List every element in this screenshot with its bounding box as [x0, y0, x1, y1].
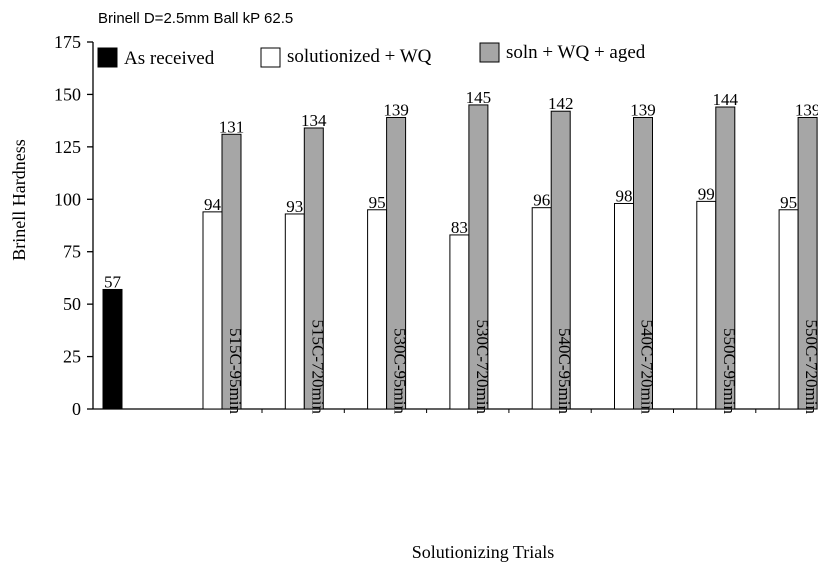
bar-solutionized — [531, 207, 552, 410]
data-label-solutionized: 94 — [204, 195, 222, 214]
x-tick-label: 540C-95min — [555, 328, 574, 414]
data-label-solutionized: 93 — [286, 197, 303, 216]
bar-as-received — [102, 288, 123, 410]
bar-solutionized — [778, 209, 799, 410]
data-label-aged: 139 — [795, 100, 818, 119]
bar-aged — [797, 116, 818, 410]
data-label-solutionized: 96 — [533, 191, 550, 210]
legend-swatch-solutionized — [260, 47, 281, 68]
data-label-solutionized: 98 — [616, 186, 633, 205]
legend-label-aged: soln + WQ + aged — [506, 42, 646, 63]
x-tick-label: 530C-95min — [391, 328, 410, 414]
bar-aged — [221, 133, 242, 410]
y-tick-label: 50 — [63, 294, 81, 314]
chart-title: Brinell D=2.5mm Ball kP 62.5 — [98, 10, 293, 27]
y-axis-label: Brinell Hardness — [9, 139, 29, 260]
bar-solutionized — [202, 211, 223, 410]
data-label-aged: 145 — [466, 88, 492, 107]
bar-aged — [303, 127, 324, 410]
y-tick-label: 0 — [72, 399, 81, 419]
data-label-aged: 131 — [219, 117, 245, 136]
legend-swatch-aged — [479, 42, 500, 63]
x-tick-label: 550C-720min — [802, 320, 818, 415]
data-label-aged: 142 — [548, 94, 574, 113]
data-label-aged: 139 — [383, 100, 409, 119]
bar-solutionized — [696, 200, 717, 410]
data-label-aged: 139 — [630, 100, 656, 119]
x-tick-label: 530C-720min — [473, 320, 492, 415]
bar-aged — [715, 106, 736, 410]
x-tick-label: 540C-720min — [638, 320, 657, 415]
bar-aged — [468, 104, 489, 410]
data-label-solutionized: 95 — [369, 193, 386, 212]
x-tick-label: 550C-95min — [720, 328, 739, 414]
x-axis-label: Solutionizing Trials — [412, 542, 555, 562]
legend: As received solutionized + WQ soln + WQ … — [97, 42, 646, 69]
bar-solutionized — [614, 202, 634, 410]
data-label-aged: 134 — [301, 111, 327, 130]
y-tick-label: 175 — [54, 32, 81, 52]
x-tick-label: 515C-95min — [226, 328, 245, 414]
data-label-aged: 144 — [713, 90, 739, 109]
y-tick-label: 25 — [63, 347, 81, 367]
y-tick-label: 100 — [54, 189, 81, 209]
data-label-solutionized: 95 — [780, 193, 797, 212]
data-label-solutionized: 99 — [698, 184, 715, 203]
data-label-solutionized: 83 — [451, 218, 468, 237]
bar-aged — [386, 116, 407, 410]
y-tick-label: 125 — [54, 137, 81, 157]
bar-solutionized — [449, 234, 470, 410]
legend-swatch-as-received — [97, 47, 118, 68]
legend-label-solutionized: solutionized + WQ — [287, 46, 432, 67]
data-label-as-received: 57 — [104, 272, 122, 291]
legend-label-as-received: As received — [124, 48, 215, 69]
x-tick-label: 515C-720min — [308, 320, 327, 415]
bar-solutionized — [284, 213, 305, 410]
bar-aged — [550, 110, 571, 410]
bar-solutionized — [367, 209, 388, 410]
y-tick-label: 75 — [63, 242, 81, 262]
y-tick-label: 150 — [54, 84, 81, 104]
bar-aged — [633, 116, 653, 410]
